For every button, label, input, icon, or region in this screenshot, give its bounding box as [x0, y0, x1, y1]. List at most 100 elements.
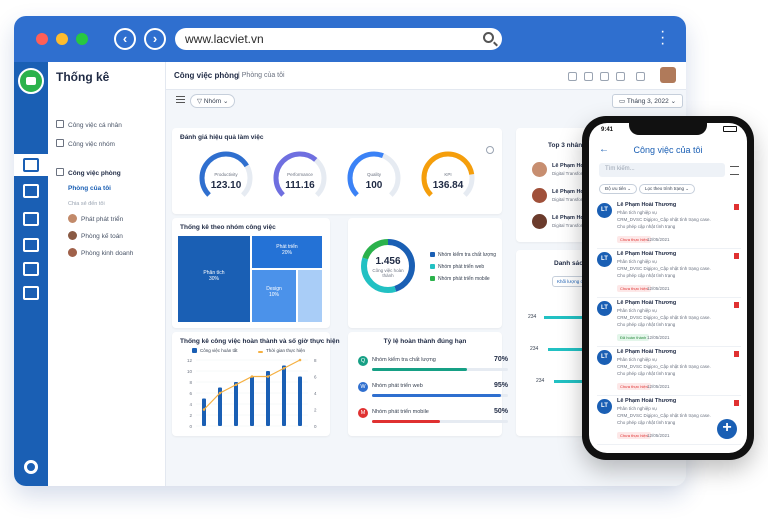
flag-icon[interactable]	[734, 253, 739, 259]
sidebar-item-group[interactable]: Công việc nhóm	[56, 139, 115, 148]
breadcrumb[interactable]: Công việc phòng	[174, 71, 239, 80]
chart-bar[interactable]	[234, 382, 238, 426]
donut-segment[interactable]	[361, 239, 415, 293]
gauge-productivity[interactable]: Productivity 123.10	[194, 144, 258, 208]
sidebar-item-label: Phòng kinh doanh	[81, 250, 134, 257]
top3-person[interactable]: Lê Phạm Hoài T Digital Transforma	[532, 162, 632, 184]
task-item[interactable]: LT Lê Phạm Hoài Thương Phân tích nghiệp vụ…	[597, 299, 741, 347]
document-icon[interactable]	[23, 238, 39, 252]
gauge-performance[interactable]: Performance 111.16	[268, 144, 332, 208]
treemap-pct: 10%	[268, 292, 279, 298]
group-filter[interactable]: ▽ Nhóm ⌄	[190, 94, 236, 108]
maximize-window-dot[interactable]	[76, 33, 88, 45]
on-time-row[interactable]: W Nhóm phát triển web 95%	[358, 380, 508, 404]
task-item[interactable]: LT Lê Phạm Hoài Thương Phân tích nghiệp vụ…	[597, 250, 741, 298]
task-icon[interactable]	[23, 212, 39, 226]
minimize-window-dot[interactable]	[56, 33, 68, 45]
treemap-block-analysis[interactable]: Phân tích 30%	[178, 236, 250, 322]
list-bar[interactable]	[544, 316, 606, 319]
chart-bar[interactable]	[298, 376, 302, 427]
phone-search-input[interactable]: Tìm kiếm...	[599, 163, 725, 177]
legend-swatch	[430, 252, 435, 257]
sidebar-item-accounting[interactable]: Phòng kế toán	[68, 231, 123, 240]
avatar	[532, 162, 547, 177]
task-item[interactable]: LT Lê Phạm Hoài Thương Phân tích nghiệp vụ…	[597, 397, 741, 445]
check-icon[interactable]	[584, 72, 593, 81]
sidebar-item-my-department[interactable]: Phòng của tôi	[68, 185, 111, 192]
donut-segment[interactable]	[361, 239, 415, 293]
top3-person[interactable]: Lê Phạm Hoài T Digital Transforma	[532, 188, 632, 210]
status-filter-chip[interactable]: Lọc theo trình trạng ⌄	[639, 184, 696, 194]
gauge-ring	[199, 151, 253, 205]
task-line: CRM_DVSC Digipro_Cập nhật tình trạng cas…	[617, 364, 711, 369]
more-vert-icon[interactable]: · · ·	[660, 23, 666, 52]
on-time-row[interactable]: M Nhóm phát triển mobile 50%	[358, 406, 508, 430]
chart-bar[interactable]	[266, 371, 270, 426]
gauge-quality[interactable]: Quality 100	[342, 144, 406, 208]
chart-bar[interactable]	[250, 376, 254, 427]
back-arrow-icon[interactable]: ←	[599, 144, 609, 155]
legend-swatch	[430, 264, 435, 269]
sidebar-item-department[interactable]: Công việc phòng	[56, 168, 121, 177]
sidebar-item-sales[interactable]: Phòng kinh doanh	[68, 248, 133, 257]
list-bar[interactable]	[548, 348, 606, 351]
address-bar[interactable]: www.lacviet.vn	[175, 28, 502, 50]
bell-icon[interactable]	[616, 72, 625, 81]
treemap-block-other[interactable]	[298, 270, 322, 322]
priority-chip[interactable]: Độ ưu tiên ⌄	[599, 184, 638, 194]
chart-bar[interactable]	[202, 398, 206, 427]
back-icon[interactable]: ‹	[114, 28, 136, 50]
on-time-card: Tỷ lệ hoàn thành đúng hạn Q Nhóm kiểm tra…	[348, 332, 508, 436]
chart-bar[interactable]	[218, 387, 222, 427]
sidebar-item-personal[interactable]: Công việc cá nhân	[56, 120, 122, 129]
gauge-value: 100	[365, 180, 383, 191]
treemap-block-dev[interactable]: Phát triển 20%	[252, 236, 322, 268]
gauge-value: 111.16	[285, 180, 315, 191]
treemap-block-design[interactable]: Design 10%	[252, 270, 296, 322]
task-item[interactable]: LT Lê Phạm Hoài Thương Phân tích nghiệp vụ…	[597, 201, 741, 249]
filter-icon[interactable]	[730, 166, 739, 175]
add-task-button[interactable]: +	[717, 419, 737, 439]
gear-icon[interactable]	[24, 460, 38, 474]
top3-person[interactable]: Lê Phạm Hoài T Digital Transforma	[532, 214, 632, 236]
task-line: CRM_DVSC Digipro_Cập nhật tình trạng cas…	[617, 266, 711, 271]
flag-icon[interactable]	[734, 351, 739, 357]
search-icon[interactable]	[483, 32, 494, 43]
avatar[interactable]	[660, 67, 676, 83]
sidebar-item-dev[interactable]: Phát phát triển	[68, 214, 123, 223]
on-time-row[interactable]: Q Nhóm kiểm tra chất lượng 70%	[358, 354, 508, 378]
task-line: Cho phép cập nhật tình trạng	[617, 322, 676, 327]
legend-label: Nhóm phát triển mobile	[438, 276, 490, 282]
flag-icon[interactable]	[734, 302, 739, 308]
task-assignee: Lê Phạm Hoài Thương	[617, 398, 677, 404]
rail-active-indicator	[14, 154, 48, 176]
calendar-icon[interactable]	[23, 184, 39, 198]
date-picker[interactable]: ▭ Tháng 3, 2022 ⌄	[612, 94, 684, 108]
toolbar: ▽ Nhóm ⌄ ▭ Tháng 3, 2022 ⌄	[166, 90, 686, 112]
flag-icon[interactable]	[734, 204, 739, 210]
forward-icon[interactable]: ›	[144, 28, 166, 50]
status-bar: 9:41	[589, 123, 747, 137]
folder-icon[interactable]	[23, 262, 39, 276]
menu-icon[interactable]	[176, 96, 185, 103]
schedule-icon[interactable]	[23, 286, 39, 300]
avatar: LT	[597, 203, 612, 218]
task-item[interactable]: LT Lê Phạm Hoài Thương Phân tích nghiệp vụ…	[597, 348, 741, 396]
grid-icon[interactable]	[568, 72, 577, 81]
chart-icon[interactable]	[23, 158, 39, 172]
chart-bar[interactable]	[282, 365, 286, 427]
group-work-title: Thống kê theo nhóm công việc	[180, 224, 276, 231]
flag-icon[interactable]	[734, 400, 739, 406]
sidebar-item-label: Phòng kế toán	[81, 233, 123, 240]
sidebar-item-label: Công việc phòng	[68, 170, 121, 177]
chat-icon[interactable]	[600, 72, 609, 81]
info-icon[interactable]	[486, 146, 494, 154]
gauge-kpi[interactable]: KPI 136.84	[416, 144, 480, 208]
list-bar[interactable]	[554, 380, 606, 383]
legend-item: Thời gian thực hiện	[258, 348, 305, 353]
treemap-label: Phát triển	[276, 244, 298, 250]
gauge-ring	[273, 151, 327, 205]
apps-icon[interactable]	[636, 72, 645, 81]
sidebar-item-shared[interactable]: Chia sẻ đến tôi	[68, 201, 105, 207]
close-window-dot[interactable]	[36, 33, 48, 45]
